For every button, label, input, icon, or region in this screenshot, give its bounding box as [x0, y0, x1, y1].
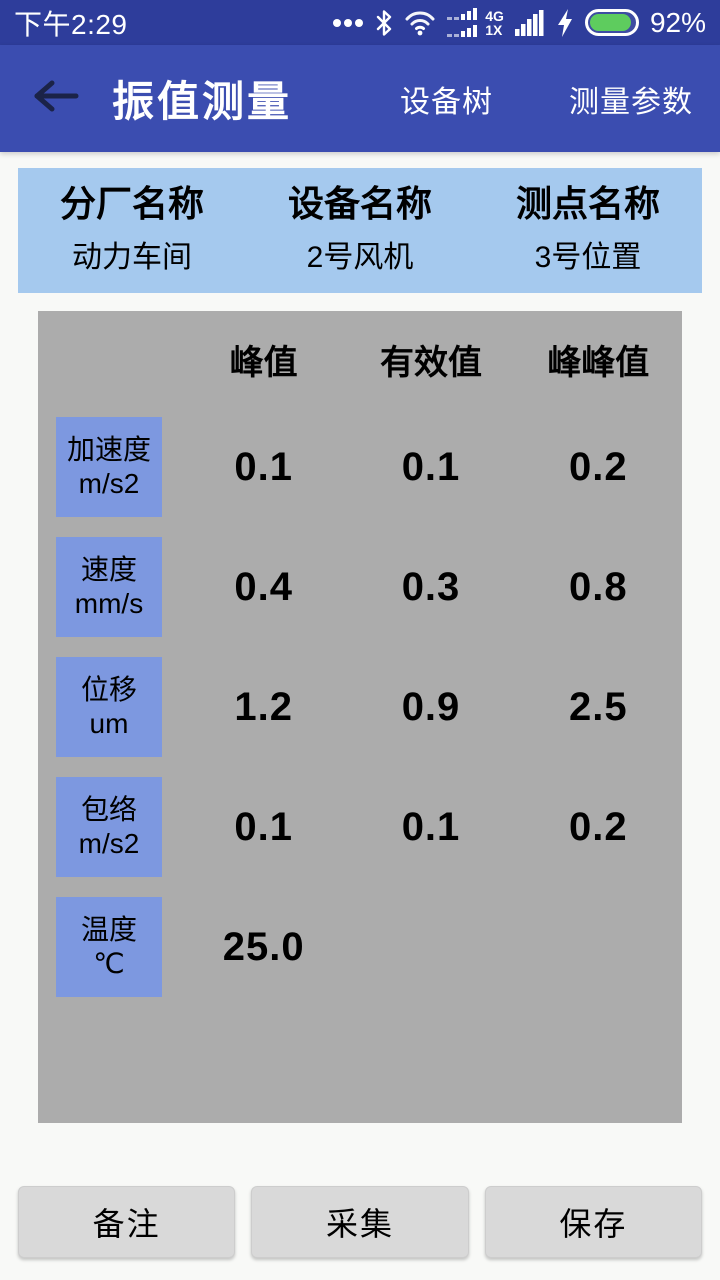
value-cell: 0.8	[569, 564, 628, 609]
col-header-rms: 有效值	[379, 343, 482, 382]
row-unit: m/s2	[78, 828, 140, 859]
displacement-label-button[interactable]: 位移 um	[56, 657, 162, 757]
device-name-value: 2号风机	[306, 241, 414, 274]
row-label: 包络	[80, 794, 137, 825]
acceleration-label-button[interactable]: 加速度 m/s2	[56, 417, 162, 517]
row-label: 加速度	[66, 434, 151, 465]
col-header-peak: 峰值	[229, 343, 298, 382]
label-cell: 包络 m/s2	[38, 777, 180, 877]
table-header-row: 峰值 有效值 峰峰值	[38, 311, 682, 407]
value-cell: 0.1	[401, 444, 461, 489]
signal-icon	[514, 9, 545, 36]
charging-bolt-icon	[556, 8, 574, 38]
back-arrow-icon	[30, 76, 82, 121]
collect-button[interactable]: 采集	[251, 1186, 469, 1258]
device-tree-button[interactable]: 设备树	[400, 85, 493, 119]
app-bar-actions: 设备树 测量参数	[400, 77, 693, 121]
status-time: 下午2:29	[14, 8, 128, 40]
status-icons: 4G 1X 92%	[332, 7, 706, 39]
page-title: 振值测量	[112, 78, 293, 125]
label-cell: 位移 um	[38, 657, 180, 757]
row-unit: um	[89, 708, 129, 739]
value-cell: 0.9	[401, 684, 461, 729]
value-cell: 1.2	[234, 684, 293, 729]
battery-percent: 92%	[649, 6, 706, 38]
table-row-envelope: 包络 m/s2 0.1 0.1 0.2	[38, 767, 682, 887]
row-label: 位移	[80, 674, 137, 705]
velocity-label-button[interactable]: 速度 mm/s	[56, 537, 162, 637]
back-button[interactable]	[30, 75, 86, 123]
info-col-point: 测点名称 3号位置	[474, 168, 702, 293]
more-dots-icon	[332, 17, 364, 29]
label-cell: 加速度 m/s2	[38, 417, 180, 517]
battery-fill	[589, 14, 632, 31]
measurement-table: 峰值 有效值 峰峰值 加速度 m/s2 0.1 0.1 0.2 速度 mm/s …	[38, 311, 682, 1123]
battery-icon	[584, 9, 639, 36]
plant-name-value: 动力车间	[72, 241, 192, 274]
dual-sim-signal-icon: 4G 1X	[447, 7, 504, 38]
label-cell: 温度 ℃	[38, 897, 180, 997]
point-name-header: 测点名称	[515, 183, 660, 224]
row-unit: m/s2	[78, 468, 140, 499]
remark-button[interactable]: 备注	[18, 1186, 236, 1258]
info-col-device: 设备名称 2号风机	[246, 168, 474, 293]
device-name-header: 设备名称	[287, 183, 432, 224]
measure-params-button[interactable]: 测量参数	[569, 85, 693, 119]
value-cell: 25.0	[222, 924, 305, 969]
row-label: 温度	[80, 914, 137, 945]
table-row-displacement: 位移 um 1.2 0.9 2.5	[38, 647, 682, 767]
bluetooth-icon	[375, 9, 393, 37]
row-label: 速度	[80, 554, 137, 585]
network-type-label: 4G 1X	[485, 7, 504, 38]
value-cell: 2.5	[569, 684, 628, 729]
table-row-acceleration: 加速度 m/s2 0.1 0.1 0.2	[38, 407, 682, 527]
table-row-temperature: 温度 ℃ 25.0	[38, 887, 682, 1007]
label-cell: 速度 mm/s	[38, 537, 180, 637]
value-cell: 0.4	[234, 564, 293, 609]
status-bar: 下午2:29	[0, 0, 720, 45]
footer-buttons: 备注 采集 保存	[18, 1186, 702, 1258]
value-cell: 0.2	[569, 804, 628, 849]
col-header-peak-peak: 峰峰值	[547, 343, 650, 382]
table-row-velocity: 速度 mm/s 0.4 0.3 0.8	[38, 527, 682, 647]
save-button[interactable]: 保存	[484, 1186, 702, 1258]
info-panel: 分厂名称 动力车间 设备名称 2号风机 测点名称 3号位置	[18, 168, 702, 293]
wifi-icon	[404, 10, 436, 36]
value-cell: 0.1	[234, 804, 293, 849]
plant-name-header: 分厂名称	[59, 183, 204, 224]
point-name-value: 3号位置	[534, 241, 642, 274]
temperature-label-button[interactable]: 温度 ℃	[56, 897, 162, 997]
info-col-plant: 分厂名称 动力车间	[18, 168, 246, 293]
value-cell: 0.1	[234, 444, 293, 489]
envelope-label-button[interactable]: 包络 m/s2	[56, 777, 162, 877]
row-unit: mm/s	[74, 588, 144, 619]
value-cell: 0.3	[401, 564, 461, 609]
row-unit: ℃	[93, 948, 125, 979]
app-bar: 振值测量 设备树 测量参数	[0, 45, 720, 152]
value-cell: 0.2	[569, 444, 628, 489]
value-cell: 0.1	[401, 804, 461, 849]
